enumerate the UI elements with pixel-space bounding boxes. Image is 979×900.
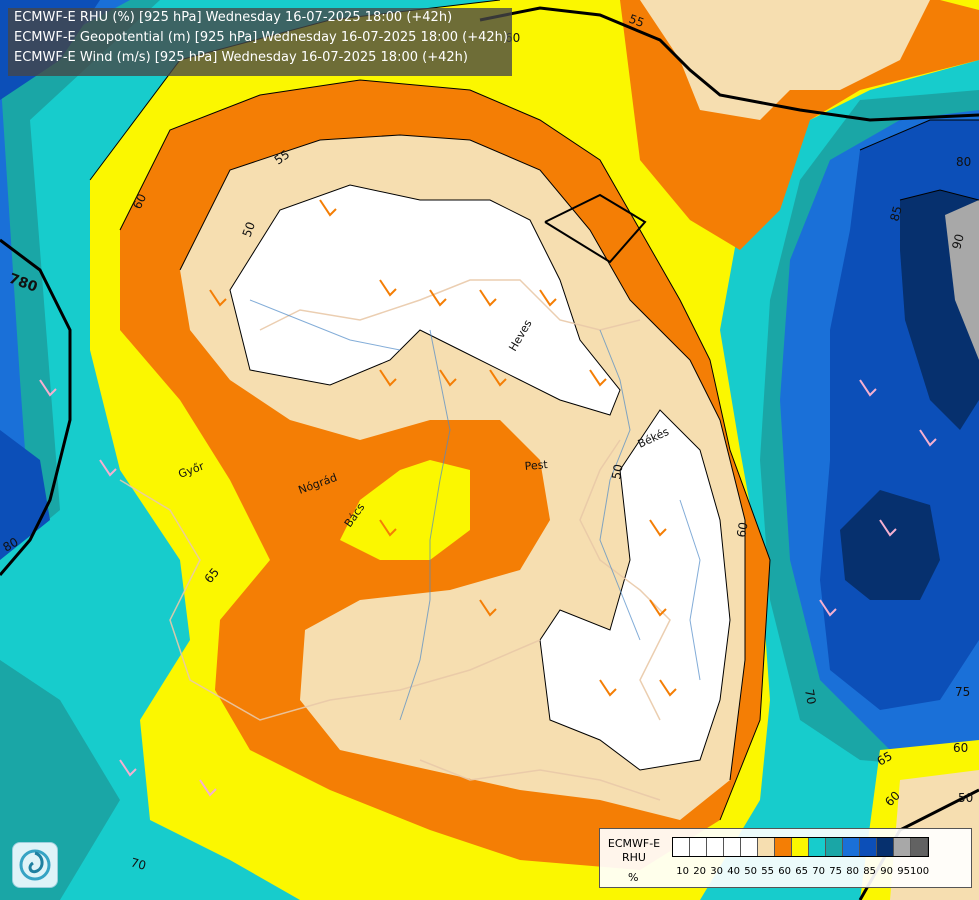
legend-swatch [690,838,707,856]
wind-barb [429,289,447,307]
legend-tick-label: 75 [829,866,842,877]
rh-band-95 [945,200,979,360]
wind-barb [919,429,937,447]
wind-barb [319,199,337,217]
wind-barb [879,519,897,537]
legend-swatch [877,838,894,856]
rh-band-white-east [540,410,730,770]
legend-tick-label: 100 [910,866,930,877]
legend-tick-label: 60 [778,866,791,877]
rh-band-65-center [340,460,470,560]
legend-swatches [672,837,929,857]
rhu-legend: ECMWF-E RHU % 10 20 30 40 50 55 60 65 70 75 80 85 90… [599,828,972,888]
wind-barb [859,379,877,397]
wind-barb [539,289,557,307]
title-line-wind: ECMWF-E Wind (m/s) [925 hPa] Wednesday 1… [14,50,468,65]
wind-barb [819,599,837,617]
legend-tick-label: 40 [727,866,740,877]
legend-tick-label: 80 [846,866,859,877]
rh-band-90-s [840,490,940,600]
rh-contour-label: 70 [802,688,818,705]
wind-barb [659,679,677,697]
legend-swatch [843,838,860,856]
wind-barbs [39,199,937,797]
wind-barb [199,779,217,797]
wind-barb [599,679,617,697]
rh-contour-label: 60 [953,741,968,755]
wind-barb [39,379,57,397]
legend-tick-label: 20 [693,866,706,877]
rivers [249,299,701,721]
legend-tick-label: 30 [710,866,723,877]
rh-contour-label: 55 [627,12,646,30]
wind-barb [159,209,177,227]
title-line-geopotential: ECMWF-E Geopotential (m) [925 hPa] Wedne… [14,30,508,45]
wind-barb [589,369,607,387]
legend-swatch [860,838,877,856]
legend-ticks: 10 20 30 40 50 55 60 65 70 75 80 85 90 95 100 [672,866,930,877]
legend-tick-label: 85 [863,866,876,877]
rh-contour-label: 80 [1,535,21,555]
borders [119,279,671,801]
legend-tick-label: 65 [795,866,808,877]
rh-contour-label: 80 [956,155,971,169]
wind-barb [649,519,667,537]
legend-swatch [809,838,826,856]
rh-contour-label: 90 [949,232,966,250]
place-label: Pest [524,458,549,473]
legend-swatch [911,838,928,856]
legend-unit: % [628,871,639,884]
title-line-rhu: ECMWF-E RHU (%) [925 hPa] Wednesday 16-0… [14,10,453,25]
legend-tick-label: 50 [744,866,757,877]
wind-barb [379,279,397,297]
wind-barb [99,459,117,477]
provider-logo-icon [12,842,58,888]
wind-barb [649,599,667,617]
legend-swatch [758,838,775,856]
legend-tick-label: 10 [676,866,689,877]
legend-tick-label: 90 [880,866,893,877]
rh-contour-label: 70 [129,855,147,872]
wind-barb [209,289,227,307]
rh-band-white-north [230,185,620,415]
legend-swatch [894,838,911,856]
rh-contour-label: 65 [875,749,895,769]
legend-tick-label: 95 [897,866,910,877]
wind-barb [479,289,497,307]
wind-barb [439,369,457,387]
legend-swatch [707,838,724,856]
wind-barb [479,599,497,617]
legend-swatch [741,838,758,856]
rh-contour-label: 60 [130,192,149,212]
rh-contour-label: 50 [958,791,973,805]
legend-swatch [724,838,741,856]
wind-barb [379,369,397,387]
legend-swatch [826,838,843,856]
rh-contour-label: 50 [240,220,258,239]
legend-swatch [792,838,809,856]
legend-tick-label: 70 [812,866,825,877]
wind-barb [119,759,137,777]
wind-barb [489,369,507,387]
legend-swatch [775,838,792,856]
legend-tick-label: 55 [761,866,774,877]
rh-contour-label: 50 [609,463,625,480]
map-title-box: ECMWF-E RHU (%) [925 hPa] Wednesday 16-0… [8,8,512,76]
legend-swatch [673,838,690,856]
wind-barb [379,519,397,537]
rh-contour-label: 85 [887,204,904,222]
legend-title: ECMWF-E RHU [607,837,661,864]
rh-contour-label: 75 [955,685,970,699]
rh-contour-label: 60 [734,521,750,538]
